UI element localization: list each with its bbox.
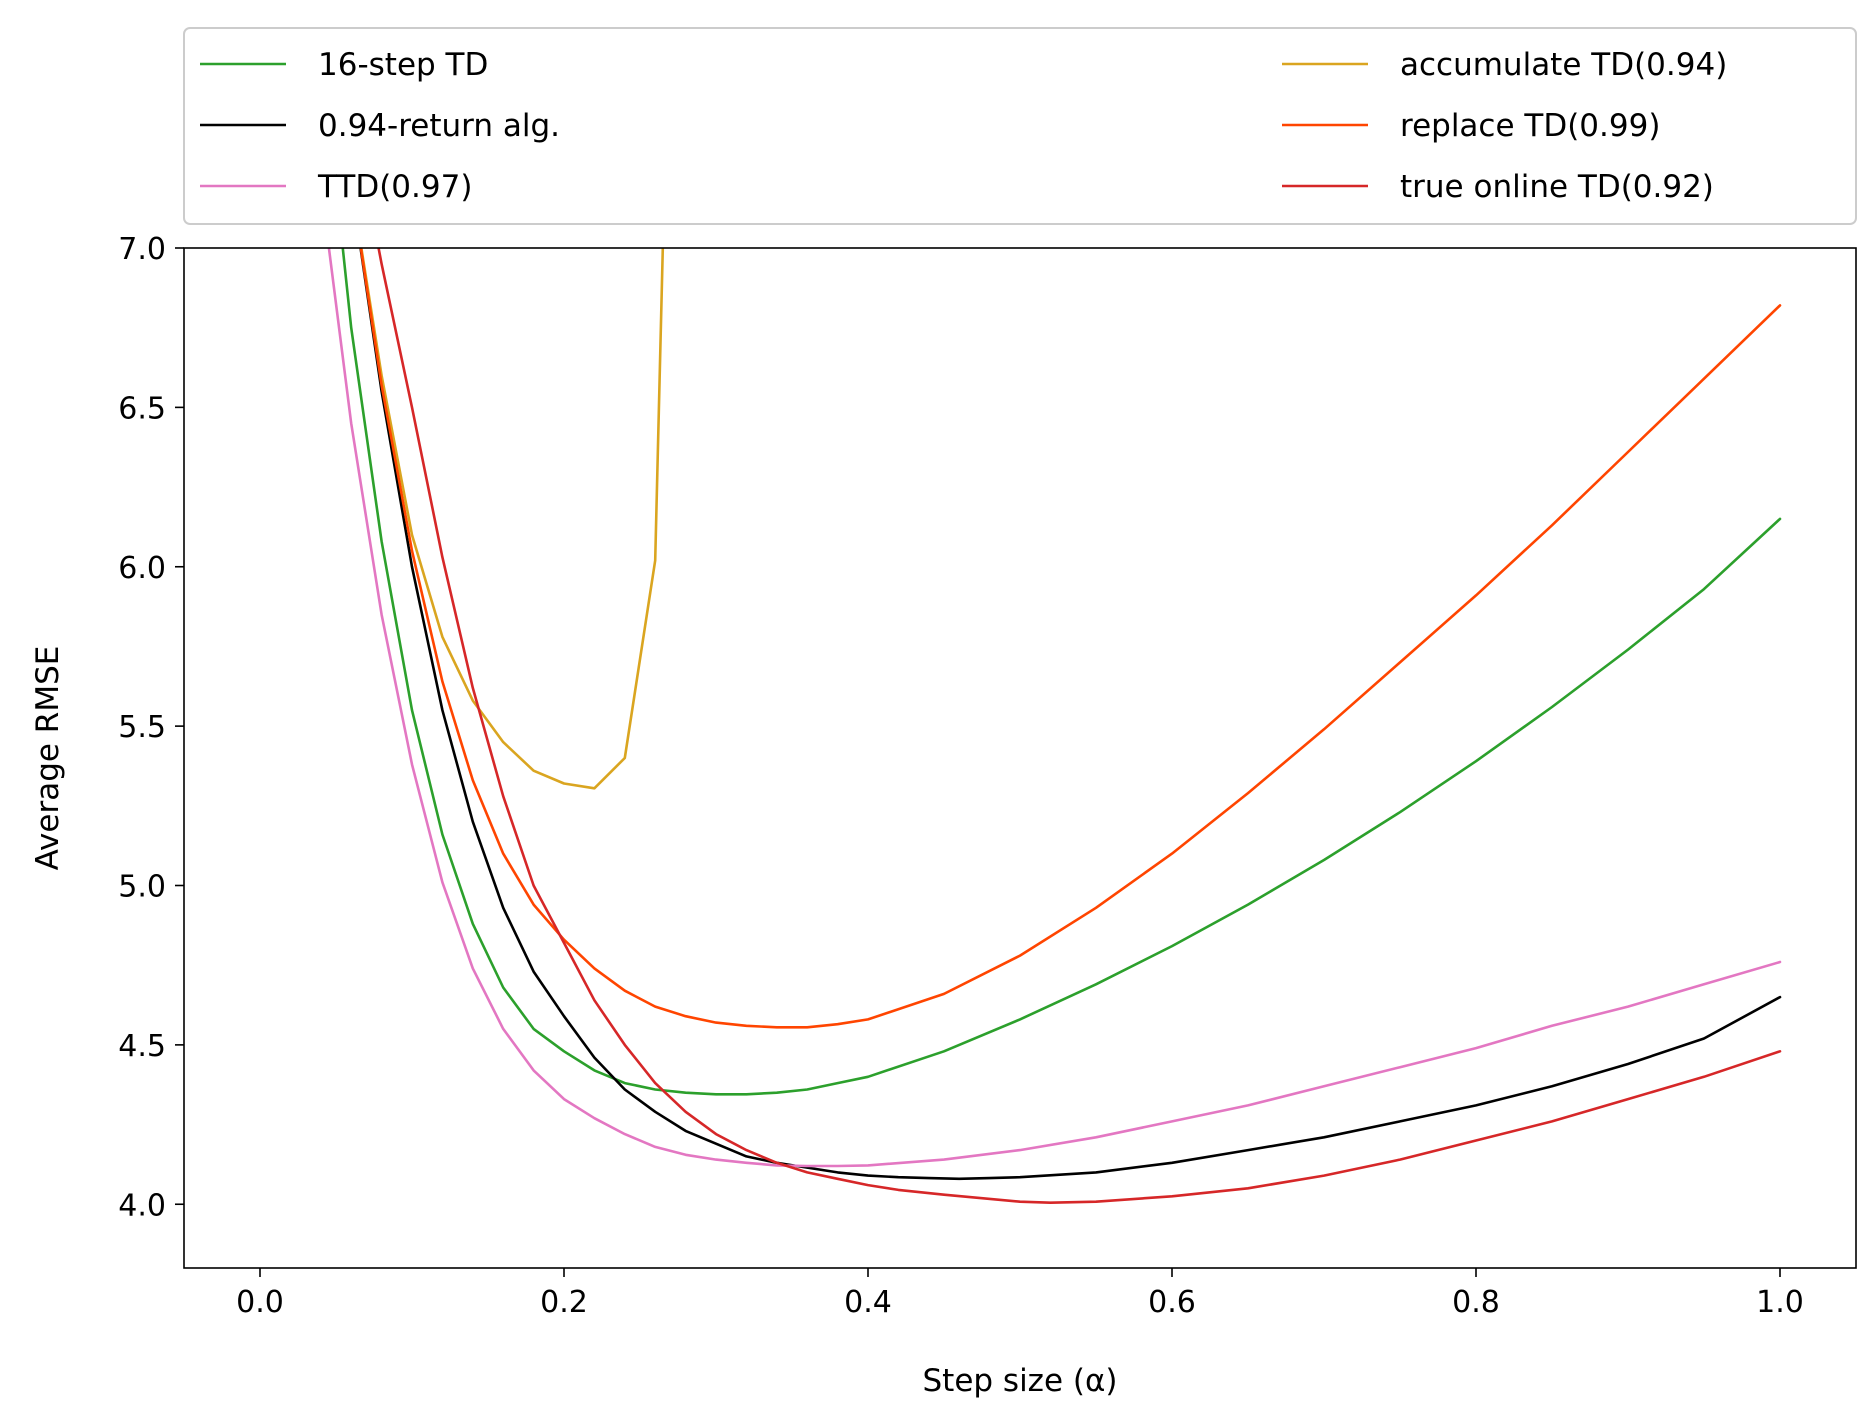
- legend-label-2: TTD(0.97): [317, 169, 472, 205]
- y-tick-label: 6.0: [118, 551, 166, 586]
- y-tick-label: 4.5: [118, 1029, 166, 1064]
- legend-label-4: replace TD(0.99): [1400, 108, 1660, 144]
- series-line-1: [359, 248, 1782, 1181]
- series-line-2: [327, 248, 1782, 1168]
- y-axis-label: Average RMSE: [30, 646, 66, 871]
- plot-area: [184, 248, 1856, 1268]
- x-tick-label: 0.6: [1148, 1285, 1196, 1320]
- y-axis: 4.0 4.5 5.0 5.5 6.0 6.5 7.0: [118, 232, 184, 1223]
- y-tick-label: 4.0: [118, 1188, 166, 1223]
- x-tick-label: 0.8: [1452, 1285, 1500, 1320]
- legend-label-5: true online TD(0.92): [1400, 169, 1714, 205]
- x-tick-label: 0.2: [540, 1285, 588, 1320]
- series-line-4: [359, 248, 1782, 1029]
- legend: 16-step TD 0.94-return alg. TTD(0.97) accum…: [183, 27, 1857, 225]
- y-tick-label: 7.0: [118, 232, 166, 267]
- x-axis-label: Step size (α): [922, 1363, 1117, 1399]
- plot-frame: [183, 247, 1857, 1269]
- series-line-5: [377, 248, 1782, 1204]
- x-tick-label: 0.4: [844, 1285, 892, 1320]
- legend-label-1: 0.94-return alg.: [318, 108, 560, 144]
- series-line-0: [341, 248, 1782, 1096]
- y-tick-label: 5.0: [118, 870, 166, 905]
- legend-label-0: 16-step TD: [318, 47, 488, 83]
- x-tick-label: 1.0: [1756, 1285, 1804, 1320]
- series-layer: [327, 248, 1782, 1204]
- legend-box: [183, 27, 1857, 225]
- y-tick-label: 5.5: [118, 710, 166, 745]
- legend-label-3: accumulate TD(0.94): [1400, 47, 1727, 83]
- series-line-3: [360, 248, 665, 790]
- x-tick-label: 0.0: [236, 1285, 284, 1320]
- y-tick-label: 6.5: [118, 391, 166, 426]
- x-axis: 0.0 0.2 0.4 0.6 0.8 1.0: [236, 1268, 1804, 1320]
